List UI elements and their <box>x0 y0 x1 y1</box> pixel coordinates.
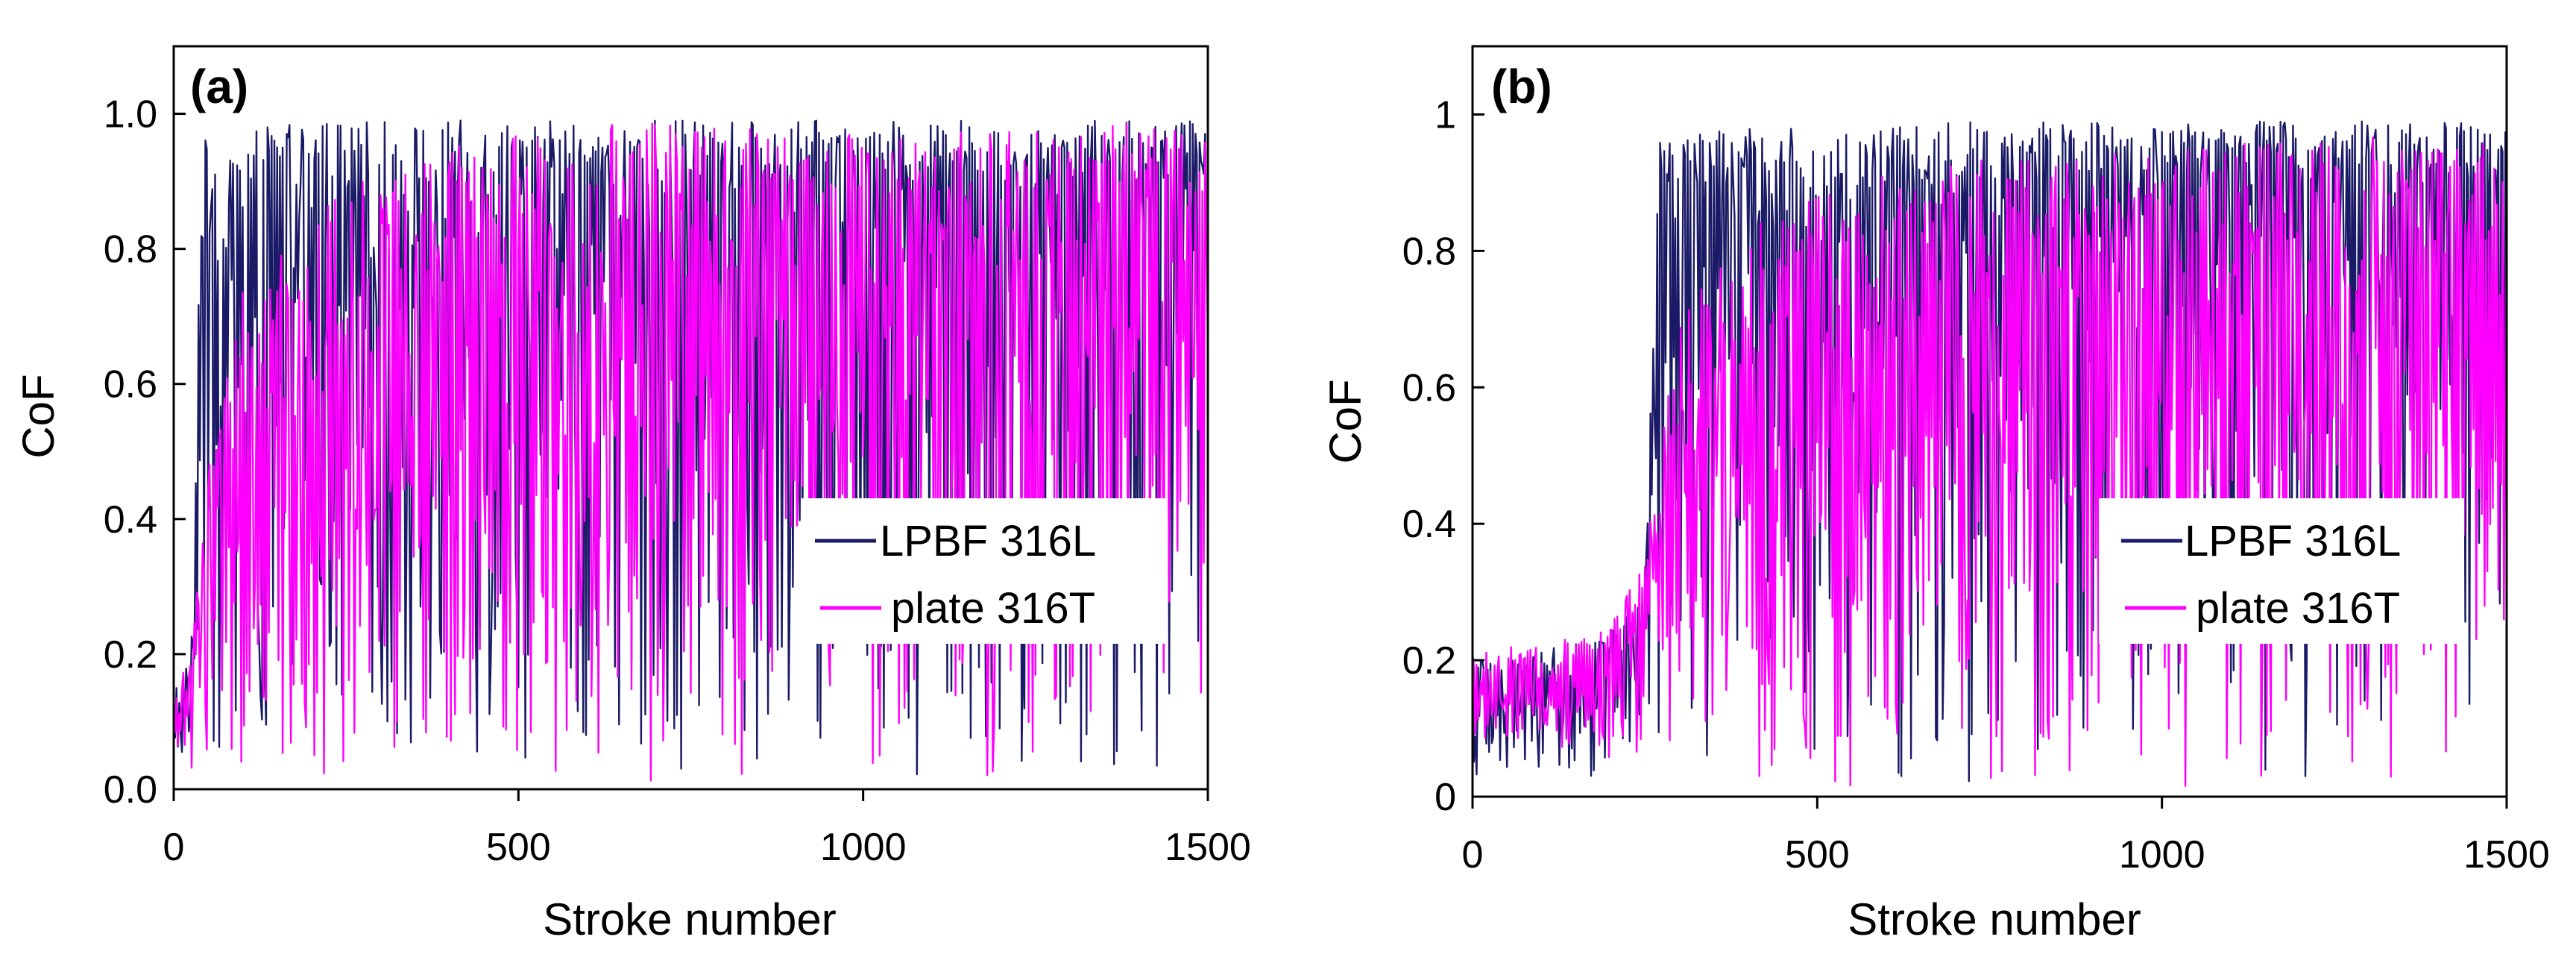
y-tick-label: 1.0 <box>104 93 157 137</box>
x-tick-label: 1000 <box>2119 833 2205 876</box>
chart-panel-b: 0 0.2 0.4 0.6 0.8 1 0 500 1000 1500 (b) CoF Stro… <box>1320 45 2550 944</box>
series-line-plate-316t <box>1471 136 2508 787</box>
y-axis-ticks: 0 0.2 0.4 0.6 0.8 1 <box>1402 93 1484 819</box>
y-tick-label: 0.8 <box>104 228 157 272</box>
x-axis-ticks: 0 500 1000 1500 <box>163 789 1251 869</box>
x-tick-label: 1500 <box>2463 833 2550 876</box>
legend-label-lpbf-316l: LPBF 316L <box>880 517 1096 565</box>
y-axis-label: CoF <box>1320 379 1370 463</box>
legend: LPBF 316L plate 316T <box>2099 498 2464 644</box>
panel-label: (a) <box>190 60 248 113</box>
x-axis-ticks: 0 500 1000 1500 <box>1462 797 2550 876</box>
series-line-plate-316t <box>172 122 1209 782</box>
y-tick-label: 1 <box>1435 93 1456 137</box>
y-tick-label: 0.4 <box>104 498 157 542</box>
legend-box <box>2099 498 2464 644</box>
series-layer <box>1471 120 2508 787</box>
x-tick-label: 500 <box>1785 833 1850 876</box>
x-axis-label: Stroke number <box>543 894 837 944</box>
y-axis-label: CoF <box>13 374 63 458</box>
series-line-lpbf-316l <box>172 119 1209 776</box>
y-tick-label: 0.2 <box>104 633 157 677</box>
x-tick-label: 0 <box>163 826 185 869</box>
panel-label: (b) <box>1491 60 1552 113</box>
x-tick-label: 500 <box>486 826 551 869</box>
series-layer <box>172 119 1209 782</box>
legend-label-lpbf-316l: LPBF 316L <box>2185 517 2401 565</box>
x-axis-label: Stroke number <box>1848 894 2141 944</box>
y-tick-label: 0.6 <box>1402 366 1456 410</box>
legend-label-plate-316t: plate 316T <box>891 584 1095 633</box>
x-tick-label: 0 <box>1462 833 1484 876</box>
y-tick-label: 0 <box>1435 776 1456 819</box>
y-tick-label: 0.8 <box>1402 230 1456 273</box>
y-tick-label: 0.4 <box>1402 503 1456 546</box>
chart-panel-a: 0.00.20.40.60.81.0 0 500 1000 1500 (a) CoF … <box>13 45 1251 944</box>
x-tick-label: 1500 <box>1165 826 1251 869</box>
legend: LPBF 316L plate 316T <box>802 498 1167 644</box>
plot-frame <box>1471 45 2508 798</box>
legend-label-plate-316t: plate 316T <box>2196 584 2400 633</box>
y-axis-ticks: 0.0 0.2 0.4 0.6 0.8 1.0 <box>104 93 186 812</box>
y-tick-label: 0.0 <box>104 768 157 812</box>
plot-frame <box>172 45 1209 791</box>
x-tick-label: 1000 <box>820 826 907 869</box>
y-tick-label: 0.6 <box>104 363 157 407</box>
y-tick-label: 0.2 <box>1402 639 1456 683</box>
legend-box <box>802 498 1167 644</box>
